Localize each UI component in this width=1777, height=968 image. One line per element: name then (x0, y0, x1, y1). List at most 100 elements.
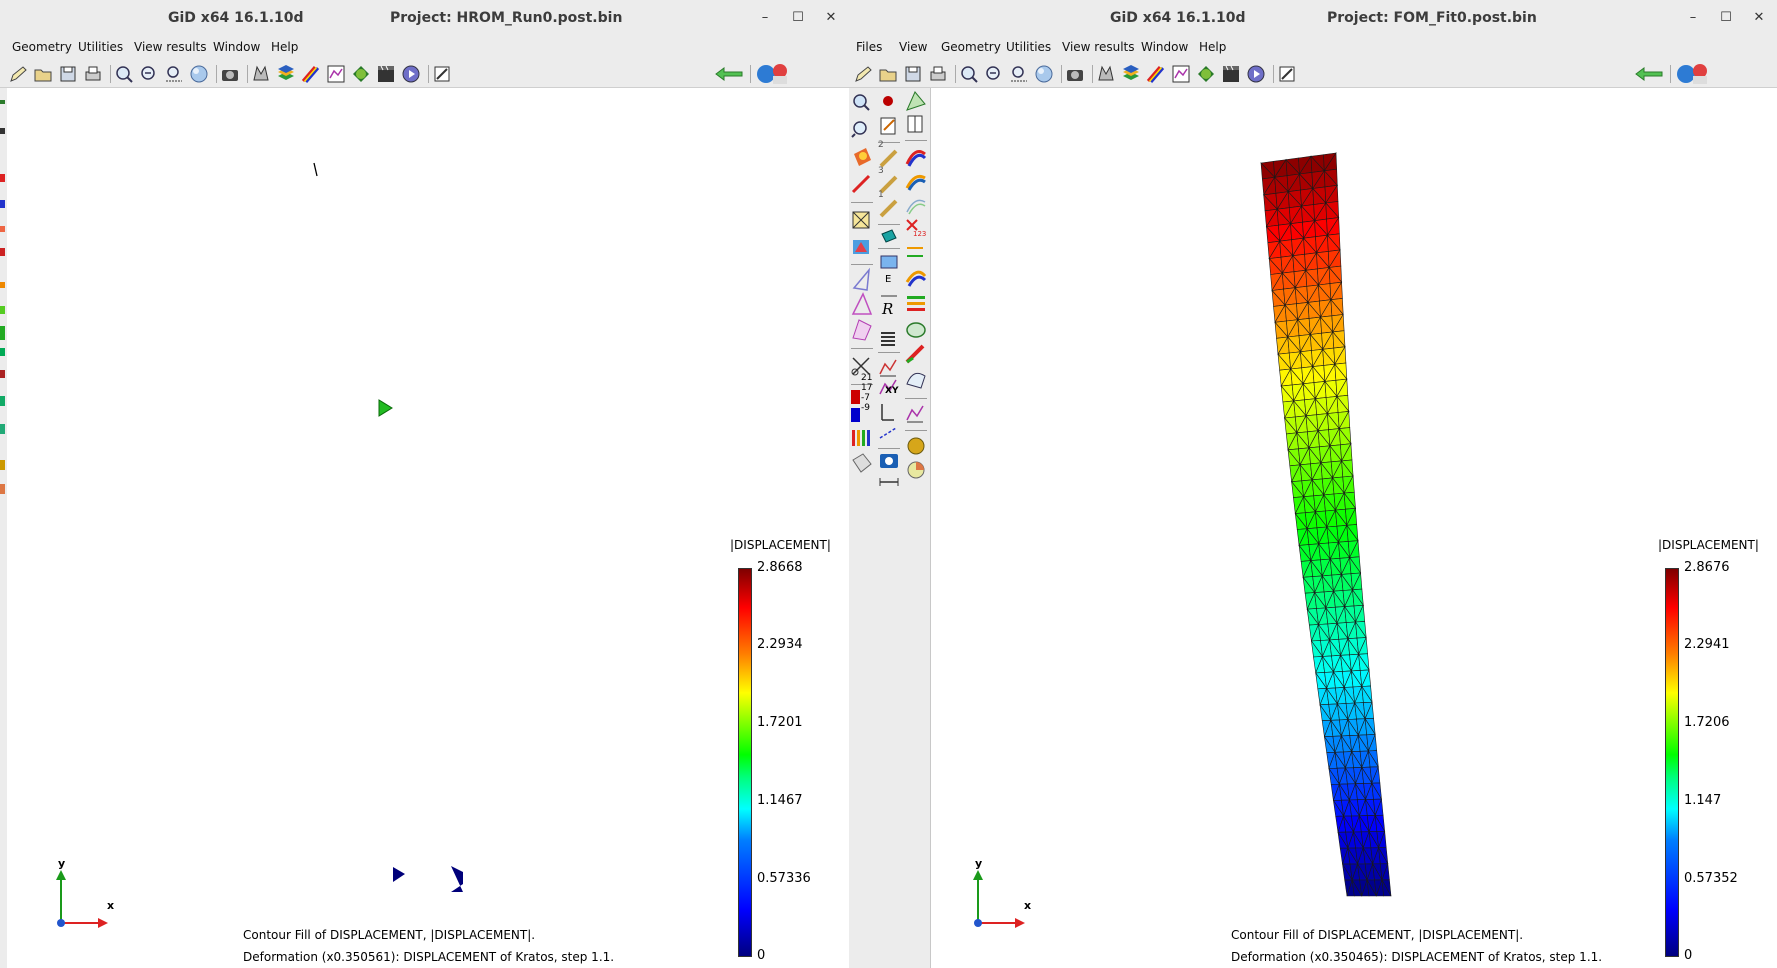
zoom-out-icon[interactable] (984, 64, 1004, 84)
play-icon[interactable] (401, 64, 421, 84)
sphere-icon[interactable] (1034, 64, 1054, 84)
measure-icon-2[interactable] (879, 175, 898, 194)
graphics-canvas[interactable]: y x |DISPLACEMENT| 2.8668 2.2934 1.7201 … (0, 88, 849, 968)
play-icon[interactable] (1246, 64, 1266, 84)
arrows-icon[interactable] (907, 247, 923, 257)
menu-files[interactable]: Files (856, 40, 883, 54)
save-icon[interactable] (58, 64, 78, 84)
render-icon[interactable] (1196, 64, 1216, 84)
menu-geometry[interactable]: Geometry (12, 40, 72, 54)
minimize-button[interactable]: – (761, 10, 769, 25)
shell-icon[interactable] (906, 372, 926, 389)
menu-help[interactable]: Help (271, 40, 299, 54)
select-rect-icon[interactable] (880, 255, 898, 269)
zoom-icon[interactable] (853, 94, 870, 111)
layers-icon[interactable] (1121, 64, 1141, 84)
edit-icon[interactable] (880, 117, 896, 135)
pencil-icon[interactable] (853, 64, 873, 84)
gid-logo-icon[interactable] (1676, 64, 1710, 84)
zoom-in-icon[interactable] (114, 64, 134, 84)
graph-icon[interactable] (879, 359, 897, 377)
pen-icon[interactable] (905, 344, 925, 364)
rainbow-icon[interactable] (1146, 64, 1166, 84)
zoom-window-icon[interactable] (851, 121, 867, 138)
xy-axis-icon[interactable] (881, 404, 894, 421)
pie-icon[interactable] (907, 461, 925, 479)
minimize-button[interactable]: – (1689, 10, 1697, 25)
graph-icon[interactable] (326, 64, 346, 84)
menu-geometry[interactable]: Geometry (941, 40, 1001, 54)
open-folder-icon[interactable] (33, 64, 53, 84)
print-icon[interactable] (83, 64, 103, 84)
measure-icon-3[interactable] (879, 199, 898, 218)
polygon-icon[interactable] (852, 267, 870, 291)
menu-utilities[interactable]: Utilities (78, 40, 124, 54)
contour-lines-icon[interactable] (906, 199, 926, 215)
cube-icon[interactable] (881, 229, 897, 243)
view-icon[interactable] (251, 64, 271, 84)
layers-icon[interactable] (276, 64, 296, 84)
edit-note-icon[interactable] (1277, 64, 1297, 84)
contour-fill-icon[interactable] (905, 150, 927, 167)
movie-icon[interactable] (376, 64, 396, 84)
graph-icon[interactable] (1171, 64, 1191, 84)
contour-icon[interactable] (905, 174, 926, 191)
back-arrow-icon[interactable] (1634, 64, 1664, 84)
eraser-icon[interactable] (852, 453, 872, 473)
table-icon[interactable] (907, 115, 923, 133)
camera-icon[interactable] (1065, 64, 1085, 84)
render-icon[interactable] (351, 64, 371, 84)
open-folder-icon[interactable] (878, 64, 898, 84)
triangle-icon[interactable] (851, 292, 873, 315)
zoom-in-icon[interactable] (959, 64, 979, 84)
cut-plane-icon[interactable] (852, 319, 872, 341)
info-icon[interactable] (880, 454, 898, 468)
iso-surface-icon[interactable] (906, 322, 926, 338)
zoom-frame-icon[interactable] (1009, 64, 1029, 84)
edit-note-icon[interactable] (432, 64, 452, 84)
ruler-icon[interactable] (879, 478, 899, 486)
color-scale-icon[interactable] (851, 390, 860, 422)
maximize-button[interactable]: ☐ (1720, 10, 1732, 25)
list-icon[interactable] (881, 332, 895, 346)
coin-icon[interactable] (907, 437, 925, 455)
vectors-icon[interactable] (879, 427, 897, 439)
zoom-out-icon[interactable] (139, 64, 159, 84)
camera-icon[interactable] (220, 64, 240, 84)
chart-icon[interactable] (906, 405, 924, 423)
labels-icon[interactable] (906, 219, 918, 231)
menu-utilities[interactable]: Utilities (1006, 40, 1052, 54)
print-icon[interactable] (928, 64, 948, 84)
rainbow-icon[interactable] (301, 64, 321, 84)
zoom-frame-icon[interactable] (164, 64, 184, 84)
pencil-icon[interactable] (8, 64, 28, 84)
sphere-icon[interactable] (189, 64, 209, 84)
back-arrow-icon[interactable] (714, 64, 744, 84)
box-icon[interactable] (852, 211, 870, 229)
bars-icon[interactable] (852, 430, 870, 446)
menu-view-results[interactable]: View results (134, 40, 207, 54)
graphics-canvas[interactable]: y x |DISPLACEMENT| 2.8676 2.2941 1.7206 … (931, 88, 1777, 968)
measure-icon-1[interactable] (879, 149, 898, 168)
render-icon[interactable] (853, 240, 869, 254)
menu-window[interactable]: Window (213, 40, 261, 54)
mesh-icon[interactable] (906, 91, 926, 111)
view-icon[interactable] (1096, 64, 1116, 84)
menu-view-results[interactable]: View results (1062, 40, 1135, 54)
gid-logo-icon[interactable] (756, 64, 790, 84)
menu-help[interactable]: Help (1199, 40, 1227, 54)
point-icon[interactable] (883, 96, 893, 106)
line-draw-icon[interactable] (851, 174, 871, 194)
stripes-icon[interactable] (907, 296, 925, 311)
surface-icon[interactable] (854, 148, 871, 166)
movie-icon[interactable] (1221, 64, 1241, 84)
stream-icon[interactable] (905, 270, 927, 287)
maximize-button[interactable]: ☐ (792, 10, 804, 25)
scissors-icon[interactable] (851, 357, 870, 376)
menu-window[interactable]: Window (1141, 40, 1189, 54)
graph2-icon[interactable] (879, 379, 897, 395)
close-button[interactable]: ✕ (1753, 10, 1765, 25)
close-button[interactable]: ✕ (825, 10, 837, 25)
save-icon[interactable] (903, 64, 923, 84)
menu-view[interactable]: View (899, 40, 928, 54)
